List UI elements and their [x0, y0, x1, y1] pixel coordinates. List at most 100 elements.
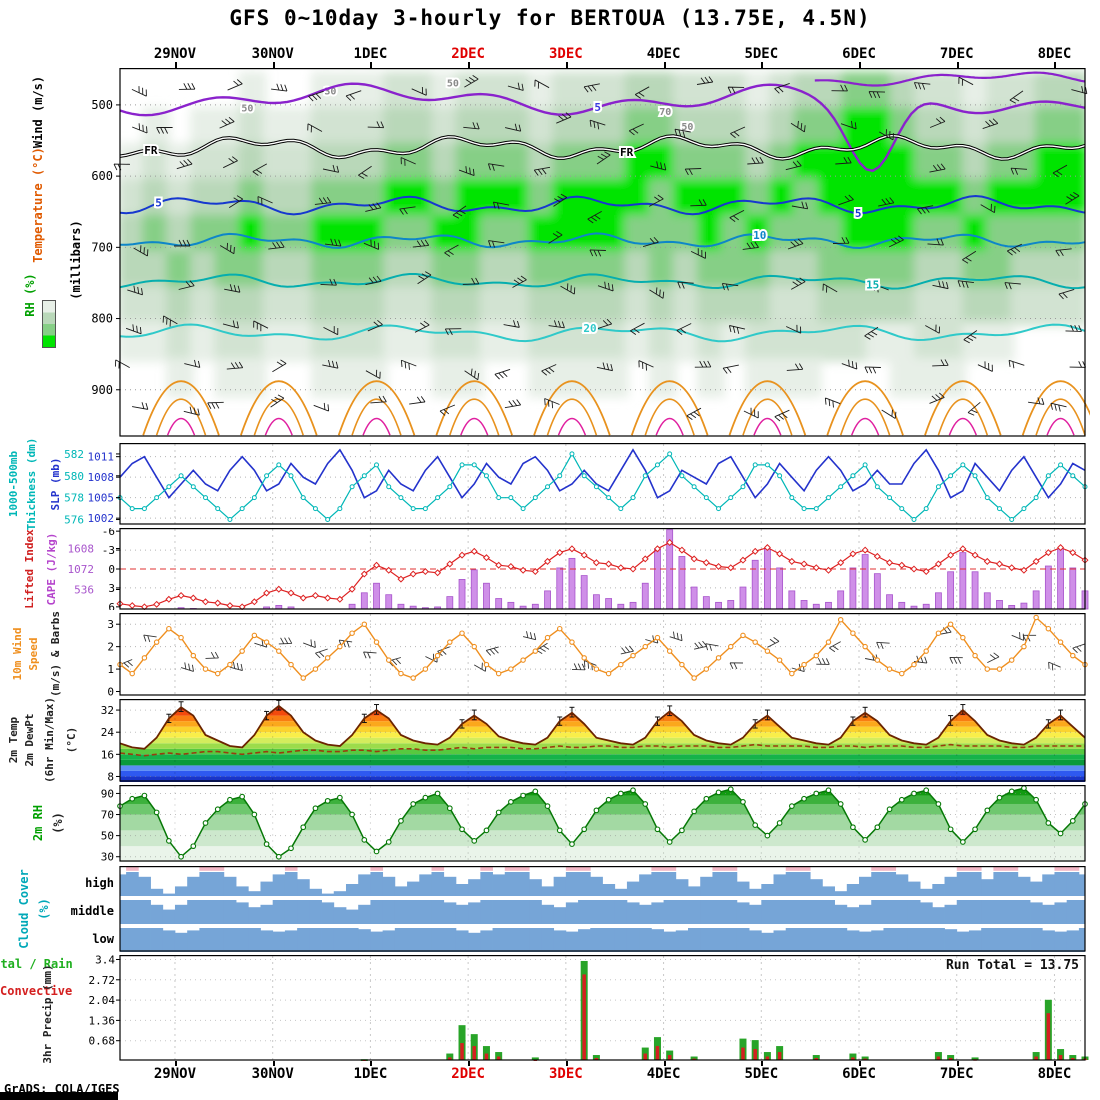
svg-text:16: 16	[101, 748, 114, 761]
axis-tick	[370, 1061, 373, 1066]
panel-2m-temp-dewpt: 32 24 16 8	[50, 699, 1090, 782]
label-temperature: Temperature (°C)	[31, 147, 45, 263]
svg-text:Run Total = 13.75: Run Total = 13.75	[946, 958, 1079, 973]
svg-text:1005: 1005	[88, 492, 115, 505]
date-bottom-29NOV: 29NOV	[153, 1066, 197, 1082]
svg-text:3: 3	[108, 582, 115, 595]
svg-text:70: 70	[101, 809, 114, 822]
svg-text:1011: 1011	[88, 451, 115, 464]
axis-tick	[1054, 62, 1057, 68]
svg-text:20: 20	[583, 322, 596, 335]
cloud-row-middle	[120, 900, 1085, 924]
panel-li-cape: 1608 1072 536 -6 -3 0 3 6	[50, 528, 1090, 610]
chart-2m-temp-dewpt: 32 24 16 8	[101, 699, 1086, 782]
panel-10m-wind: 3 2 1 0	[50, 613, 1090, 696]
label-lifted-index: Lifted Index	[23, 529, 36, 609]
axis-tick	[272, 62, 275, 68]
svg-text:90: 90	[101, 787, 114, 800]
date-top-29NOV: 29NOV	[153, 46, 197, 62]
temperature-contours	[119, 71, 1086, 343]
axis-tick	[565, 1061, 568, 1066]
axis-tick	[370, 62, 373, 68]
date-top-7DEC: 7DEC	[939, 46, 974, 62]
label-2m-temp: 2m Temp	[7, 716, 20, 764]
label-thickness-2: Thickness (dm)	[25, 437, 38, 531]
date-top-4DEC: 4DEC	[646, 46, 681, 62]
panel-slp-thickness: 582 580 578 576 1011 1008 1005 1002	[50, 443, 1090, 525]
label-degc: (°C)	[65, 726, 78, 754]
label-2m-dewpt: 2m DewPt	[23, 713, 36, 767]
svg-text:3.4: 3.4	[95, 955, 115, 966]
svg-text:50: 50	[101, 830, 114, 843]
date-bottom-7DEC: 7DEC	[939, 1066, 974, 1082]
axis-tick	[174, 1061, 177, 1066]
svg-text:50: 50	[241, 104, 253, 115]
svg-text:0: 0	[108, 563, 115, 576]
date-bottom-1DEC: 1DEC	[353, 1066, 388, 1082]
chart-li-cape: 1608 1072 536 -6 -3 0 3 6	[68, 528, 1089, 610]
li-cape-plot	[116, 528, 1089, 610]
date-bottom-30NOV: 30NOV	[251, 1066, 294, 1082]
axis-tick	[761, 62, 764, 68]
surface-barbs	[119, 626, 1086, 673]
rh2m-plot	[117, 785, 1088, 862]
label-thickness-1: 1000-500mb	[7, 450, 20, 518]
svg-text:500: 500	[91, 98, 113, 112]
panel-precip: Run Total = 13.75 3.4 2.72 2.04 1.36 0.68	[50, 955, 1090, 1061]
precip-plot: Run Total = 13.75	[119, 955, 1089, 1061]
cloud-plot	[119, 866, 1086, 952]
slp-thickness-plot	[117, 443, 1088, 525]
svg-text:1.36: 1.36	[89, 1014, 116, 1027]
svg-text:FR: FR	[620, 146, 634, 159]
cloud-row-low	[120, 928, 1085, 952]
label-10m-wind: 10m Wind	[11, 627, 24, 681]
svg-text:578: 578	[64, 492, 84, 505]
chart-slp-thickness: 582 580 578 576 1011 1008 1005 1002	[64, 443, 1088, 525]
date-top-8DEC: 8DEC	[1037, 46, 1072, 62]
svg-text:5: 5	[155, 197, 162, 210]
t2m-plot	[119, 699, 1086, 782]
svg-text:70: 70	[659, 107, 671, 118]
svg-text:1: 1	[107, 663, 114, 676]
rh-colorbar	[42, 300, 56, 348]
surface-temp-arcs	[142, 380, 1090, 436]
svg-text:800: 800	[91, 312, 113, 326]
svg-text:580: 580	[64, 470, 84, 483]
axis-tick	[859, 62, 862, 68]
date-bottom-3DEC: 3DEC	[548, 1066, 583, 1082]
svg-text:5: 5	[594, 101, 601, 114]
svg-text:2.04: 2.04	[89, 994, 116, 1007]
axis-tick	[859, 1061, 862, 1066]
axis-tick	[956, 1061, 959, 1066]
date-bottom-4DEC: 4DEC	[646, 1066, 681, 1082]
svg-text:900: 900	[91, 383, 113, 397]
svg-text:0.68: 0.68	[89, 1035, 116, 1048]
svg-text:0: 0	[107, 686, 114, 696]
date-top-30NOV: 30NOV	[251, 46, 294, 62]
chart-precip: Run Total = 13.75 3.4 2.72 2.04 1.36 0.68	[89, 955, 1089, 1061]
rh-banded-fill	[120, 788, 1085, 862]
label-slp: SLP (mb)	[49, 457, 62, 511]
svg-text:-3: -3	[102, 544, 115, 557]
date-top-1DEC: 1DEC	[353, 46, 388, 62]
svg-text:582: 582	[64, 448, 84, 461]
svg-text:1008: 1008	[88, 471, 115, 484]
svg-text:15: 15	[866, 279, 879, 292]
svg-text:1002: 1002	[88, 512, 115, 525]
page-title: GFS 0~10day 3-hourly for BERTOUA (13.75E…	[229, 6, 871, 30]
svg-text:24: 24	[101, 726, 115, 739]
svg-text:6: 6	[108, 601, 115, 610]
svg-text:536: 536	[74, 584, 94, 597]
label-total-rain: Total / Rain	[0, 957, 73, 971]
label-minmax: (6hr Min/Max)	[43, 696, 56, 784]
svg-text:600: 600	[91, 169, 113, 183]
svg-text:576: 576	[64, 514, 84, 525]
axis-tick	[663, 62, 666, 68]
date-top-5DEC: 5DEC	[744, 46, 779, 62]
date-top-3DEC: 3DEC	[548, 46, 583, 62]
panel-cloud-cover	[50, 866, 1090, 952]
svg-text:50: 50	[447, 78, 459, 89]
